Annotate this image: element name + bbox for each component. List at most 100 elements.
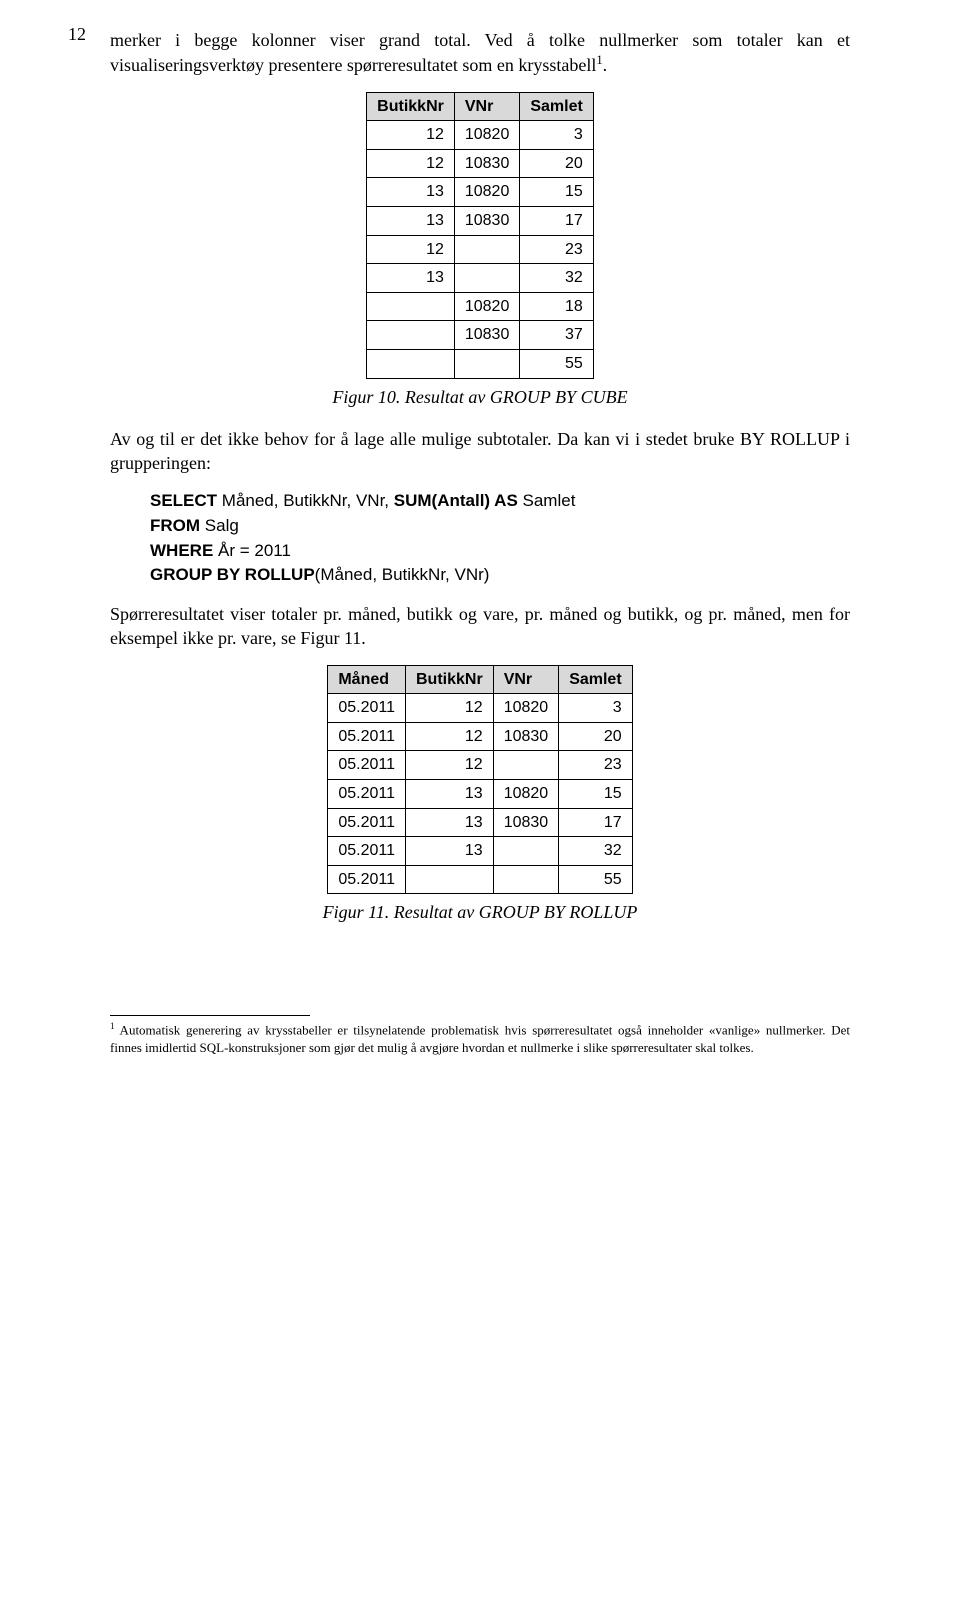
cell: 13 (406, 837, 494, 866)
table-row: 13 32 (367, 264, 594, 293)
cell: 3 (559, 694, 632, 723)
code-text: Måned, ButikkNr, VNr, (217, 491, 394, 510)
cell (367, 321, 455, 350)
cell: 23 (559, 751, 632, 780)
cell: 13 (367, 178, 455, 207)
table-row: 121083020 (367, 149, 594, 178)
kw: GROUP BY ROLLUP (150, 565, 315, 584)
cell: 15 (559, 779, 632, 808)
cell: 20 (559, 722, 632, 751)
table-row: 12108203 (367, 121, 594, 150)
table-row: 05.2011131082015 (328, 779, 632, 808)
paragraph-2: Av og til er det ikke behov for å lage a… (110, 427, 850, 476)
para1-text: merker i begge kolonner viser grand tota… (110, 30, 850, 75)
cell: 05.2011 (328, 751, 406, 780)
table-cube-result: ButikkNr VNr Samlet 12108203 121083020 1… (366, 92, 594, 379)
cell: 12 (406, 694, 494, 723)
cell: 17 (520, 206, 593, 235)
kw: FROM (150, 516, 200, 535)
footnote-text: Automatisk generering av krysstabeller e… (110, 1022, 850, 1055)
cell: 20 (520, 149, 593, 178)
table-row: 131082015 (367, 178, 594, 207)
code-text: År = 2011 (213, 541, 291, 560)
cell: 05.2011 (328, 694, 406, 723)
cell: 37 (520, 321, 593, 350)
table-row: 05.201112 23 (328, 751, 632, 780)
figure-caption-10: Figur 10. Resultat av GROUP BY CUBE (110, 385, 850, 409)
cell: 10830 (454, 206, 520, 235)
cell: 32 (559, 837, 632, 866)
cell: 10830 (454, 149, 520, 178)
cell: 13 (406, 808, 494, 837)
col-header: ButikkNr (367, 92, 455, 121)
cell: 05.2011 (328, 779, 406, 808)
table-row: 05.2011121083020 (328, 722, 632, 751)
table-row: 1082018 (367, 292, 594, 321)
cell (367, 292, 455, 321)
cell: 13 (367, 206, 455, 235)
sql-code-block: SELECT Måned, ButikkNr, VNr, SUM(Antall)… (150, 489, 850, 588)
cell: 12 (367, 121, 455, 150)
cell: 12 (406, 722, 494, 751)
paragraph-3: Spørreresultatet viser totaler pr. måned… (110, 602, 850, 651)
table-row: 131083017 (367, 206, 594, 235)
cell: 3 (520, 121, 593, 150)
cell (454, 264, 520, 293)
cell: 10820 (454, 292, 520, 321)
table-row: Måned ButikkNr VNr Samlet (328, 665, 632, 694)
cell: 10830 (493, 808, 559, 837)
table-row: 55 (367, 349, 594, 378)
figure-caption-11: Figur 11. Resultat av GROUP BY ROLLUP (110, 900, 850, 924)
col-header: Samlet (520, 92, 593, 121)
table-row: 12 23 (367, 235, 594, 264)
cell (367, 349, 455, 378)
cell (493, 837, 559, 866)
code-text: Samlet (518, 491, 576, 510)
col-header: ButikkNr (406, 665, 494, 694)
table-rollup-result: Måned ButikkNr VNr Samlet 05.20111210820… (327, 665, 632, 895)
table-row: 1083037 (367, 321, 594, 350)
cell: 55 (559, 865, 632, 894)
cell: 05.2011 (328, 722, 406, 751)
cell (406, 865, 494, 894)
cell: 32 (520, 264, 593, 293)
cell: 05.2011 (328, 808, 406, 837)
cell (454, 235, 520, 264)
footnote-1: 1 Automatisk generering av krysstabeller… (110, 1020, 850, 1056)
col-header: Samlet (559, 665, 632, 694)
cell: 05.2011 (328, 865, 406, 894)
kw: SUM(Antall) AS (394, 491, 518, 510)
cell (493, 751, 559, 780)
cell: 23 (520, 235, 593, 264)
cell (493, 865, 559, 894)
kw: WHERE (150, 541, 213, 560)
cell: 15 (520, 178, 593, 207)
table-row: 05.201112108203 (328, 694, 632, 723)
cell: 05.2011 (328, 837, 406, 866)
code-text: (Måned, ButikkNr, VNr) (315, 565, 490, 584)
document-page: 12 merker i begge kolonner viser grand t… (0, 0, 960, 1604)
cell: 55 (520, 349, 593, 378)
kw: SELECT (150, 491, 217, 510)
page-number: 12 (68, 22, 86, 46)
code-text: Salg (200, 516, 239, 535)
paragraph-1: merker i begge kolonner viser grand tota… (110, 28, 850, 78)
cell: 10820 (493, 694, 559, 723)
col-header: Måned (328, 665, 406, 694)
table-row: 05.201113 32 (328, 837, 632, 866)
cell: 12 (367, 149, 455, 178)
para1-end: . (603, 55, 608, 75)
cell: 17 (559, 808, 632, 837)
cell: 12 (406, 751, 494, 780)
cell: 10820 (454, 121, 520, 150)
cell: 18 (520, 292, 593, 321)
table-row: 05.2011131083017 (328, 808, 632, 837)
col-header: VNr (454, 92, 520, 121)
table-row: 05.2011 55 (328, 865, 632, 894)
col-header: VNr (493, 665, 559, 694)
cell: 12 (367, 235, 455, 264)
table-row: ButikkNr VNr Samlet (367, 92, 594, 121)
cell (454, 349, 520, 378)
cell: 13 (367, 264, 455, 293)
cell: 10820 (493, 779, 559, 808)
